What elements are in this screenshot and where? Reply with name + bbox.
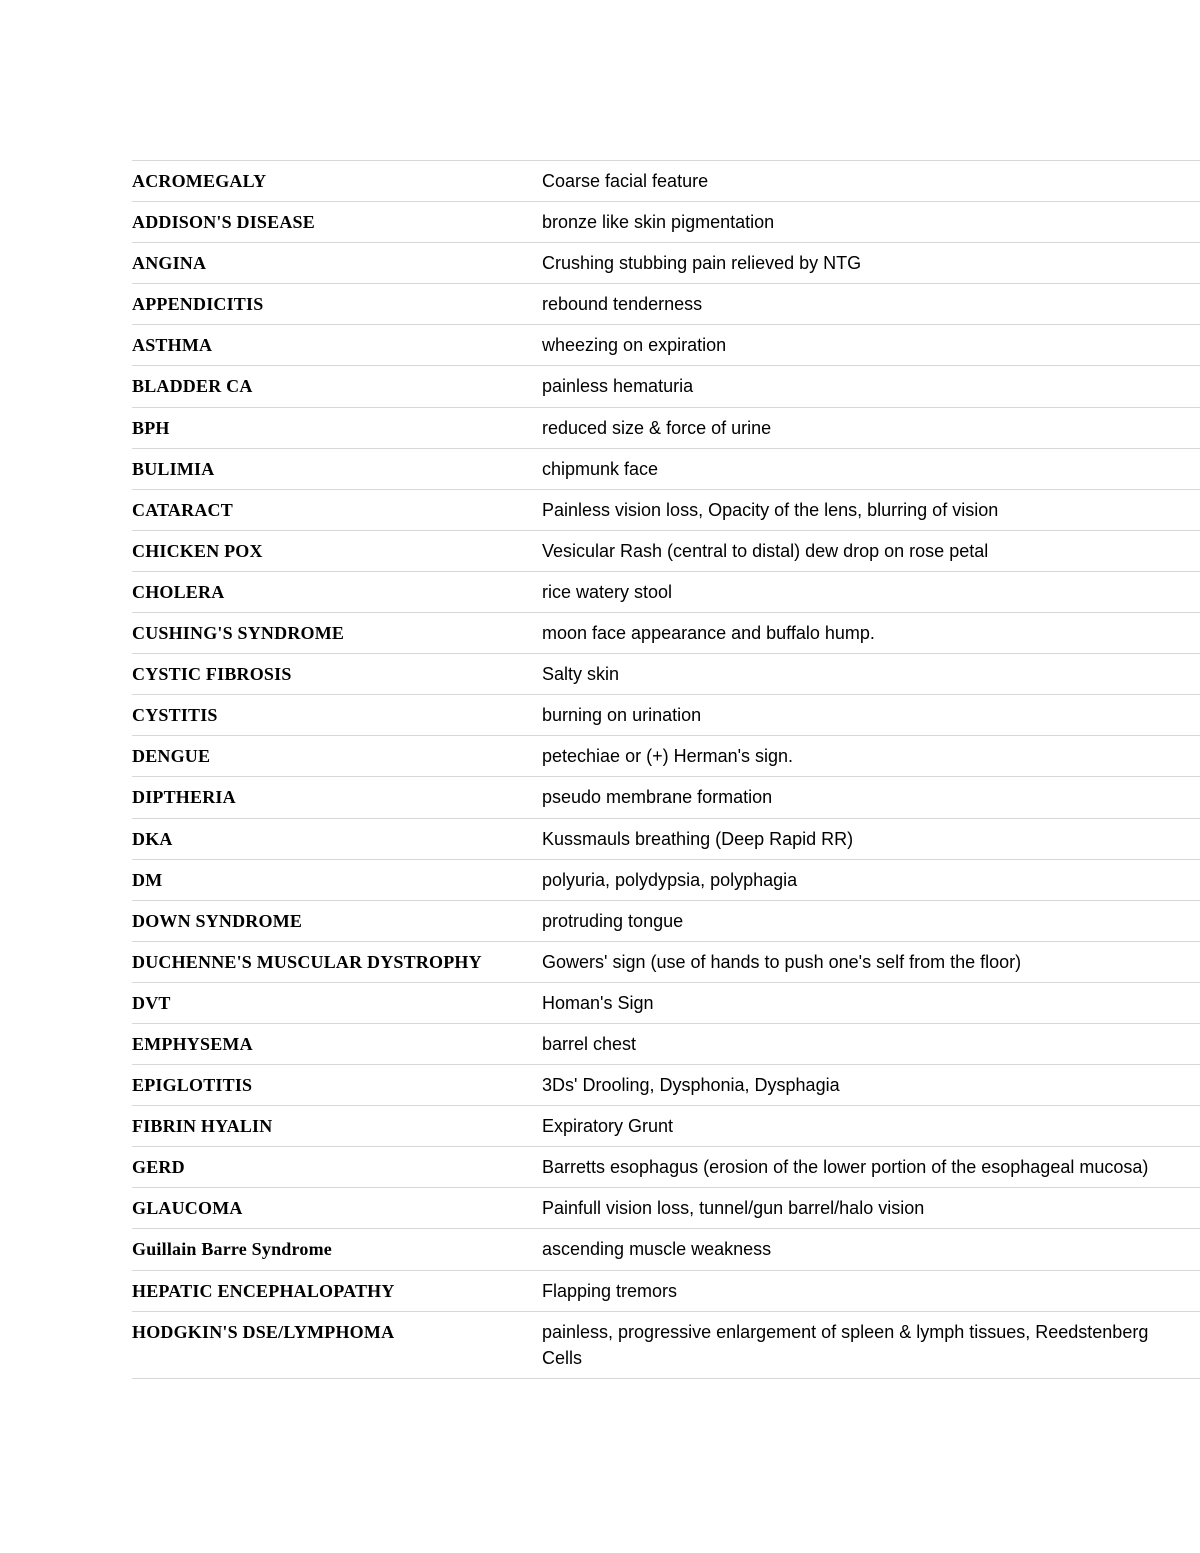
term-cell: FIBRIN HYALIN xyxy=(132,1106,542,1147)
definition-cell: chipmunk face xyxy=(542,448,1200,489)
table-row: HEPATIC ENCEPHALOPATHYFlapping tremors xyxy=(132,1270,1200,1311)
definition-cell: reduced size & force of urine xyxy=(542,407,1200,448)
definition-cell: moon face appearance and buffalo hump. xyxy=(542,613,1200,654)
term-cell: APPENDICITIS xyxy=(132,284,542,325)
table-row: CATARACTPainless vision loss, Opacity of… xyxy=(132,489,1200,530)
term-cell: CUSHING'S SYNDROME xyxy=(132,613,542,654)
term-cell: Guillain Barre Syndrome xyxy=(132,1229,542,1270)
term-cell: DIPTHERIA xyxy=(132,777,542,818)
term-cell: EMPHYSEMA xyxy=(132,1023,542,1064)
definition-cell: bronze like skin pigmentation xyxy=(542,202,1200,243)
definition-cell: polyuria, polydypsia, polyphagia xyxy=(542,859,1200,900)
definition-cell: ascending muscle weakness xyxy=(542,1229,1200,1270)
table-row: DMpolyuria, polydypsia, polyphagia xyxy=(132,859,1200,900)
definition-cell: Expiratory Grunt xyxy=(542,1106,1200,1147)
term-cell: ASTHMA xyxy=(132,325,542,366)
table-row: ADDISON'S DISEASEbronze like skin pigmen… xyxy=(132,202,1200,243)
definition-cell: Gowers' sign (use of hands to push one's… xyxy=(542,941,1200,982)
definition-cell: Painfull vision loss, tunnel/gun barrel/… xyxy=(542,1188,1200,1229)
definition-cell: barrel chest xyxy=(542,1023,1200,1064)
definition-cell: painless, progressive enlargement of spl… xyxy=(542,1311,1200,1378)
term-cell: BULIMIA xyxy=(132,448,542,489)
table-row: BPHreduced size & force of urine xyxy=(132,407,1200,448)
table-row: BLADDER CApainless hematuria xyxy=(132,366,1200,407)
term-cell: DUCHENNE'S MUSCULAR DYSTROPHY xyxy=(132,941,542,982)
term-cell: DKA xyxy=(132,818,542,859)
term-cell: ADDISON'S DISEASE xyxy=(132,202,542,243)
definition-cell: Homan's Sign xyxy=(542,982,1200,1023)
table-row: GLAUCOMAPainfull vision loss, tunnel/gun… xyxy=(132,1188,1200,1229)
definition-cell: Barretts esophagus (erosion of the lower… xyxy=(542,1147,1200,1188)
definition-cell: petechiae or (+) Herman's sign. xyxy=(542,736,1200,777)
table-row: CYSTITISburning on urination xyxy=(132,695,1200,736)
table-row: Guillain Barre Syndromeascending muscle … xyxy=(132,1229,1200,1270)
table-row: CHOLERArice watery stool xyxy=(132,571,1200,612)
definition-cell: Salty skin xyxy=(542,654,1200,695)
definition-cell: rice watery stool xyxy=(542,571,1200,612)
definition-cell: protruding tongue xyxy=(542,900,1200,941)
definition-cell: 3Ds' Drooling, Dysphonia, Dysphagia xyxy=(542,1065,1200,1106)
definition-cell: Crushing stubbing pain relieved by NTG xyxy=(542,243,1200,284)
term-cell: ACROMEGALY xyxy=(132,161,542,202)
table-row: HODGKIN'S DSE/LYMPHOMApainless, progress… xyxy=(132,1311,1200,1378)
table-row: DVTHoman's Sign xyxy=(132,982,1200,1023)
term-cell: HODGKIN'S DSE/LYMPHOMA xyxy=(132,1311,542,1378)
table-row: DIPTHERIApseudo membrane formation xyxy=(132,777,1200,818)
term-cell: BPH xyxy=(132,407,542,448)
table-row: FIBRIN HYALINExpiratory Grunt xyxy=(132,1106,1200,1147)
term-cell: DOWN SYNDROME xyxy=(132,900,542,941)
table-row: CHICKEN POXVesicular Rash (central to di… xyxy=(132,530,1200,571)
term-cell: GERD xyxy=(132,1147,542,1188)
definition-cell: Painless vision loss, Opacity of the len… xyxy=(542,489,1200,530)
term-cell: BLADDER CA xyxy=(132,366,542,407)
term-cell: CHOLERA xyxy=(132,571,542,612)
table-row: ACROMEGALYCoarse facial feature xyxy=(132,161,1200,202)
table-row: DENGUEpetechiae or (+) Herman's sign. xyxy=(132,736,1200,777)
term-cell: ANGINA xyxy=(132,243,542,284)
term-cell: DENGUE xyxy=(132,736,542,777)
term-cell: HEPATIC ENCEPHALOPATHY xyxy=(132,1270,542,1311)
term-cell: CHICKEN POX xyxy=(132,530,542,571)
term-cell: CYSTIC FIBROSIS xyxy=(132,654,542,695)
definition-cell: Vesicular Rash (central to distal) dew d… xyxy=(542,530,1200,571)
table-row: CYSTIC FIBROSISSalty skin xyxy=(132,654,1200,695)
definition-cell: burning on urination xyxy=(542,695,1200,736)
definition-cell: Flapping tremors xyxy=(542,1270,1200,1311)
term-cell: CATARACT xyxy=(132,489,542,530)
table-row: DOWN SYNDROMEprotruding tongue xyxy=(132,900,1200,941)
definition-cell: Kussmauls breathing (Deep Rapid RR) xyxy=(542,818,1200,859)
definition-cell: painless hematuria xyxy=(542,366,1200,407)
term-cell: DVT xyxy=(132,982,542,1023)
table-row: CUSHING'S SYNDROMEmoon face appearance a… xyxy=(132,613,1200,654)
term-cell: EPIGLOTITIS xyxy=(132,1065,542,1106)
definition-cell: rebound tenderness xyxy=(542,284,1200,325)
table-row: DUCHENNE'S MUSCULAR DYSTROPHYGowers' sig… xyxy=(132,941,1200,982)
definition-cell: pseudo membrane formation xyxy=(542,777,1200,818)
table-row: DKAKussmauls breathing (Deep Rapid RR) xyxy=(132,818,1200,859)
definition-cell: wheezing on expiration xyxy=(542,325,1200,366)
table-row: BULIMIAchipmunk face xyxy=(132,448,1200,489)
table-row: EPIGLOTITIS3Ds' Drooling, Dysphonia, Dys… xyxy=(132,1065,1200,1106)
term-cell: CYSTITIS xyxy=(132,695,542,736)
table-row: EMPHYSEMAbarrel chest xyxy=(132,1023,1200,1064)
table-row: GERDBarretts esophagus (erosion of the l… xyxy=(132,1147,1200,1188)
table-body: ACROMEGALYCoarse facial featureADDISON'S… xyxy=(132,161,1200,1379)
table-row: ANGINACrushing stubbing pain relieved by… xyxy=(132,243,1200,284)
table-row: APPENDICITISrebound tenderness xyxy=(132,284,1200,325)
definition-cell: Coarse facial feature xyxy=(542,161,1200,202)
term-cell: GLAUCOMA xyxy=(132,1188,542,1229)
page: ACROMEGALYCoarse facial featureADDISON'S… xyxy=(0,0,1200,1379)
term-cell: DM xyxy=(132,859,542,900)
medical-terms-table: ACROMEGALYCoarse facial featureADDISON'S… xyxy=(132,160,1200,1379)
table-row: ASTHMAwheezing on expiration xyxy=(132,325,1200,366)
